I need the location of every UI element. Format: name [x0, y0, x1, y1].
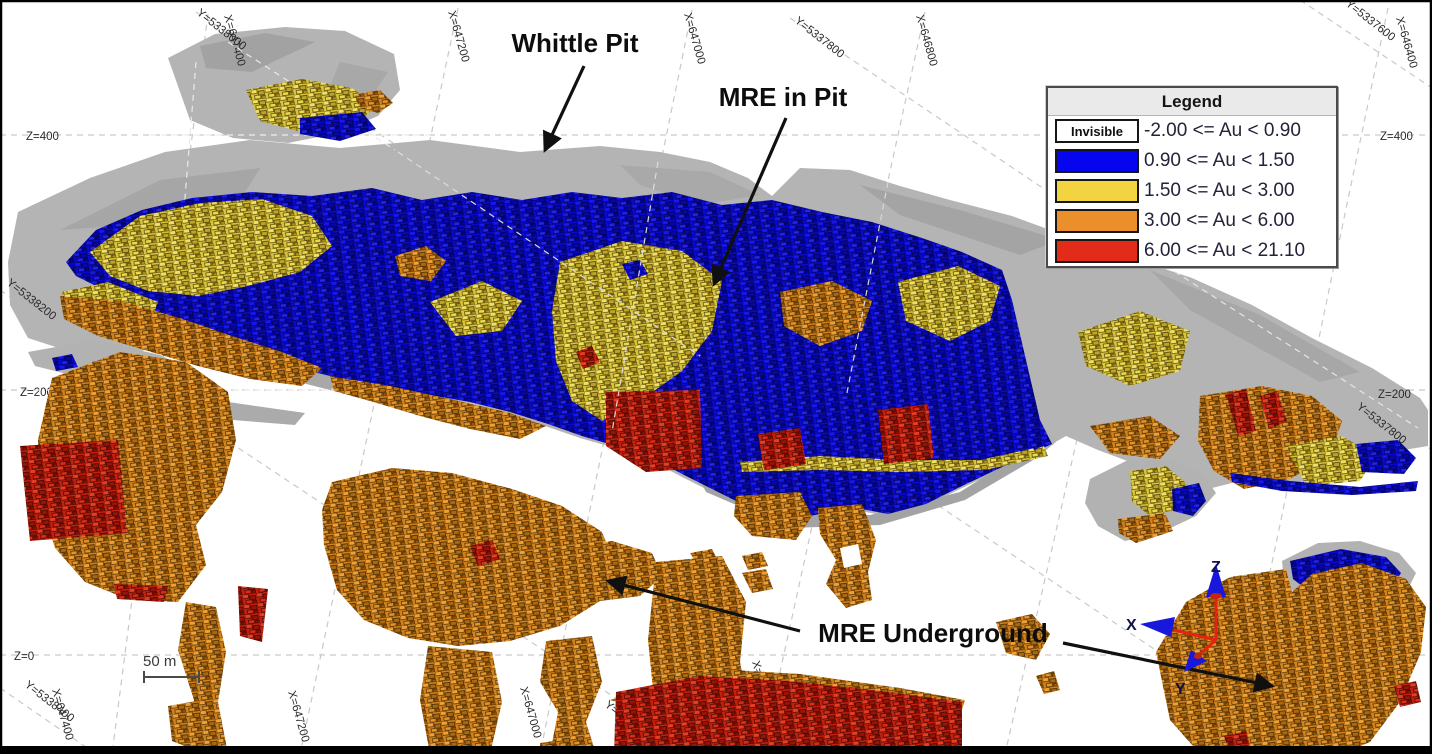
legend-row: Invisible -2.00 <= Au < 0.90 — [1048, 116, 1336, 146]
annotation-mre-in-pit: MRE in Pit — [719, 82, 848, 112]
axis-y-label: Y — [1175, 681, 1186, 698]
grid-label: Z=400 — [26, 131, 59, 143]
legend-swatch-orange — [1055, 209, 1139, 233]
grid-label: Y=5337800 — [792, 15, 846, 61]
grid-label: X=647200 — [285, 690, 311, 744]
legend-swatch-red — [1055, 239, 1139, 263]
legend-range-label: 6.00 <= Au < 21.10 — [1144, 240, 1306, 261]
scale-bar: 50 m — [143, 653, 200, 683]
annotation-arrow-mre-underground-right — [1062, 641, 1276, 693]
axis-z-label: Z — [1211, 559, 1221, 576]
grid-label: X=646400 — [1393, 16, 1419, 70]
grid-label: X=647000 — [681, 12, 707, 66]
legend-swatch-label: Invisible — [1070, 123, 1124, 139]
legend-swatch-blue — [1055, 149, 1139, 173]
legend-swatch-yellow — [1055, 179, 1139, 203]
axis-triad: Z X Y — [1126, 559, 1226, 698]
legend-title: Legend — [1048, 88, 1336, 116]
legend-range-label: 0.90 <= Au < 1.50 — [1144, 150, 1295, 171]
axis-x-arrow — [1140, 617, 1175, 637]
grid-label: Z=0 — [14, 651, 34, 663]
scale-bar-label: 50 m — [143, 653, 176, 670]
annotation-mre-underground: MRE Underground — [818, 618, 1048, 648]
legend-range-label: 3.00 <= Au < 6.00 — [1144, 210, 1295, 231]
legend-row: 6.00 <= Au < 21.10 — [1048, 236, 1336, 266]
legend-row: 3.00 <= Au < 6.00 — [1048, 206, 1336, 236]
annotation-arrow-whittle-pit — [543, 65, 586, 153]
legend-range-label: 1.50 <= Au < 3.00 — [1144, 180, 1295, 201]
legend-row: 1.50 <= Au < 3.00 — [1048, 176, 1336, 206]
legend-swatch-invisible: Invisible — [1055, 119, 1139, 143]
grid-label: X=646800 — [913, 14, 939, 68]
legend-row: 0.90 <= Au < 1.50 — [1048, 146, 1336, 176]
annotation-arrow-mre-underground-left — [604, 575, 801, 633]
mre-underground-blocks — [20, 352, 1426, 754]
frame-bottom-bar — [0, 746, 1432, 754]
grid-label: Z=400 — [1380, 131, 1413, 143]
legend-panel: Legend Invisible -2.00 <= Au < 0.90 0.90… — [1046, 86, 1338, 268]
grid-label: Y=5337600 — [1343, 0, 1397, 44]
legend-range-label: -2.00 <= Au < 0.90 — [1144, 120, 1301, 141]
axis-z-arrow — [1206, 564, 1226, 597]
annotation-arrow-mre-in-pit — [711, 117, 788, 287]
grid-overlay-pit — [397, 151, 889, 433]
grid-label: X=647000 — [517, 686, 543, 740]
grid-label: X=647200 — [445, 10, 471, 64]
annotation-whittle-pit: Whittle Pit — [511, 28, 638, 58]
grid-label: Z=200 — [20, 387, 53, 399]
axis-y-arrow — [1184, 650, 1207, 672]
axis-x-label: X — [1126, 617, 1137, 634]
grid-label: Z=200 — [1378, 389, 1411, 401]
annotations: Whittle Pit MRE in Pit MRE Underground — [511, 28, 1276, 693]
